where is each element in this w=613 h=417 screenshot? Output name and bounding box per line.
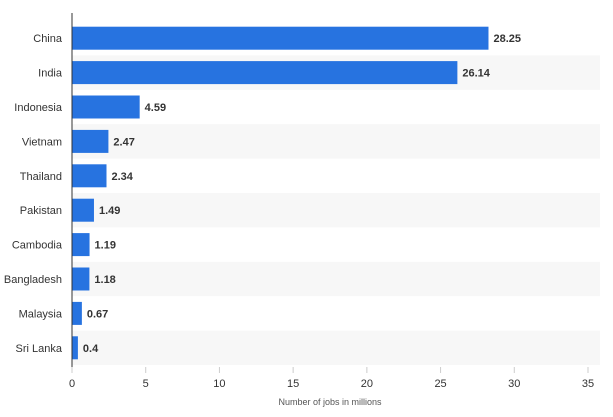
bar-indonesia [72,95,140,119]
category-label: Bangladesh [4,274,62,286]
row-band [72,330,600,365]
category-label: Indonesia [14,102,63,114]
bar-thailand [72,164,107,188]
value-label: 1.49 [99,205,120,217]
value-label: 28.25 [493,33,521,45]
x-tick-label: 0 [69,378,75,390]
bar-malaysia [72,301,82,325]
row-bands [72,55,600,365]
category-label: Sri Lanka [16,343,63,355]
value-label: 1.18 [94,274,115,286]
bar-vietnam [72,129,109,153]
x-tick-label: 20 [361,378,373,390]
category-label: India [38,68,63,80]
value-label: 1.19 [95,240,116,252]
category-label: Cambodia [12,240,63,252]
value-labels: 28.25 26.14 4.59 2.47 2.34 1.49 1.19 1.18 0.67 0.… [83,33,521,355]
value-label: 4.59 [145,102,166,114]
value-label: 26.14 [462,68,490,80]
row-band [72,124,600,159]
category-label: Vietnam [22,136,62,148]
category-label: China [33,33,63,45]
row-band [72,193,600,228]
value-label: 0.67 [87,308,108,320]
bars [72,26,489,360]
row-band [72,261,600,297]
x-tick-label: 25 [434,378,446,390]
value-label: 2.47 [113,136,134,148]
bar-india [72,61,458,85]
x-tick-label: 30 [508,378,520,390]
category-label: Malaysia [19,308,63,320]
x-tick-label: 35 [582,378,594,390]
category-label: Thailand [20,171,62,183]
x-tick-label: 5 [143,378,149,390]
value-label: 2.34 [111,171,133,183]
x-axis-ticks: 0 5 10 15 20 25 30 35 [69,367,594,390]
bar-china [72,26,489,50]
value-label: 0.4 [83,343,99,355]
x-axis-title: Number of jobs in millions [278,397,382,407]
bar-pakistan [72,198,94,222]
x-tick-label: 15 [287,378,299,390]
bar-sri-lanka [72,336,78,360]
bar-bangladesh [72,267,90,291]
category-label: Pakistan [20,205,62,217]
x-tick-label: 10 [213,378,225,390]
bar-cambodia [72,233,90,257]
category-labels: China India Indonesia Vietnam Thailand Pakist… [4,33,63,355]
